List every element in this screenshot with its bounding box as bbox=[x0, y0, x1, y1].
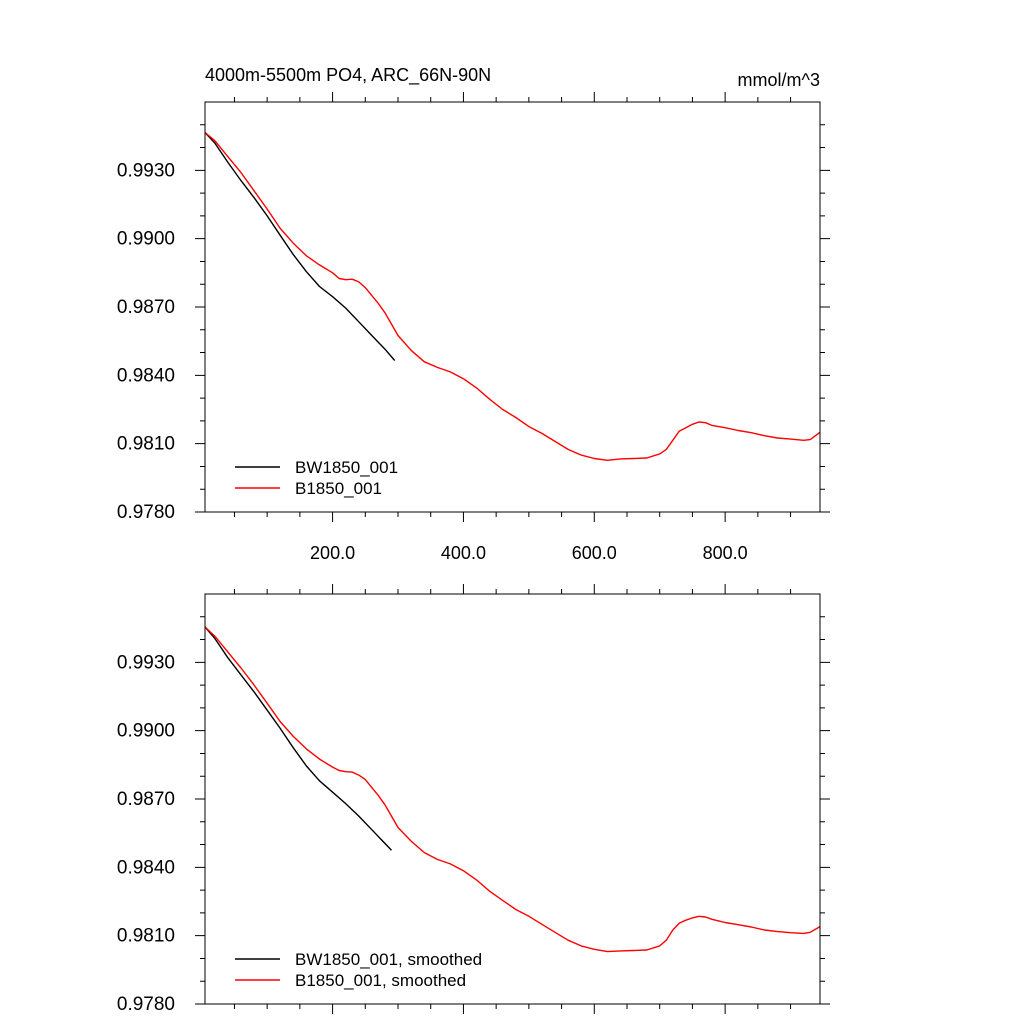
y-tick-label: 0.9870 bbox=[117, 297, 175, 318]
chart-title: 4000m-5500m PO4, ARC_66N-90N bbox=[205, 65, 491, 86]
y-tick-label: 0.9780 bbox=[117, 994, 175, 1015]
x-tick-label: 800.0 bbox=[703, 543, 748, 563]
y-tick-label: 0.9780 bbox=[117, 502, 175, 523]
units-label: mmol/m^3 bbox=[738, 70, 820, 90]
series-line-0 bbox=[204, 626, 393, 851]
legend: BW1850_001, smoothed B1850_001, smoothed bbox=[235, 950, 482, 990]
tick-marks bbox=[195, 92, 830, 522]
y-tick-label: 0.9810 bbox=[117, 926, 175, 947]
y-tick-label: 0.9930 bbox=[117, 652, 175, 673]
y-tick-label: 0.9900 bbox=[117, 229, 175, 250]
tick-labels: 0.9780 0.9810 0.9840 0.9870 0.9900 0.9930 bbox=[117, 652, 175, 1015]
series-lines bbox=[204, 626, 821, 953]
y-tick-label: 0.9900 bbox=[117, 721, 175, 742]
legend-label: B1850_001, smoothed bbox=[295, 971, 466, 990]
legend-label: BW1850_001, smoothed bbox=[295, 950, 482, 969]
bottom-panel: 0.9780 0.9810 0.9840 0.9870 0.9900 0.9930 BW1… bbox=[117, 584, 830, 1015]
series-line-0 bbox=[204, 132, 396, 361]
x-tick-label: 400.0 bbox=[441, 543, 486, 563]
y-tick-label: 0.9870 bbox=[117, 789, 175, 810]
series-line-1 bbox=[204, 131, 821, 461]
y-tick-label: 0.9810 bbox=[117, 434, 175, 455]
y-tick-label: 0.9840 bbox=[117, 857, 175, 878]
x-tick-label: 600.0 bbox=[572, 543, 617, 563]
y-tick-label: 0.9930 bbox=[117, 160, 175, 181]
series-line-1 bbox=[204, 626, 821, 953]
legend-label: BW1850_001 bbox=[295, 458, 398, 477]
tick-marks bbox=[195, 584, 830, 1014]
x-tick-label: 200.0 bbox=[310, 543, 355, 563]
series-lines bbox=[204, 131, 821, 461]
plot-frame bbox=[204, 101, 821, 513]
y-tick-label: 0.9840 bbox=[117, 365, 175, 386]
legend-label: B1850_001 bbox=[295, 479, 382, 498]
tick-labels: 200.0 400.0 600.0 800.0 0.9780 0.9810 0.9840 0.… bbox=[117, 160, 748, 563]
top-panel: 4000m-5500m PO4, ARC_66N-90N mmol/m^3 20… bbox=[117, 65, 830, 563]
legend: BW1850_001 B1850_001 bbox=[235, 458, 398, 498]
plot-frame bbox=[204, 593, 821, 1005]
